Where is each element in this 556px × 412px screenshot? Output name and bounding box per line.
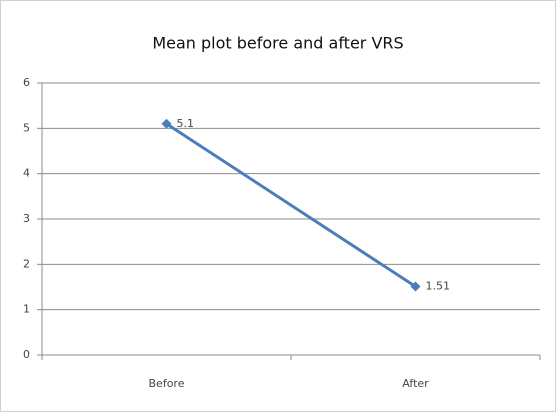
y-tick-label: 4 [23,167,30,180]
data-label: 1.51 [426,280,451,293]
point [161,118,172,129]
chart-title: Mean plot before and after VRS [152,34,403,53]
x-tick-label: After [402,377,429,390]
y-tick-label: 5 [23,121,30,134]
y-tick-label: 6 [23,76,30,89]
y-tick-label: 1 [23,303,30,316]
y-tick-label: 3 [23,212,30,225]
data-label: 5.1 [177,117,195,130]
line [165,122,417,288]
y-tick-label: 0 [23,348,30,361]
point [410,281,421,292]
x-tick-label: Before [149,377,185,390]
y-tick-label: 2 [23,257,30,270]
